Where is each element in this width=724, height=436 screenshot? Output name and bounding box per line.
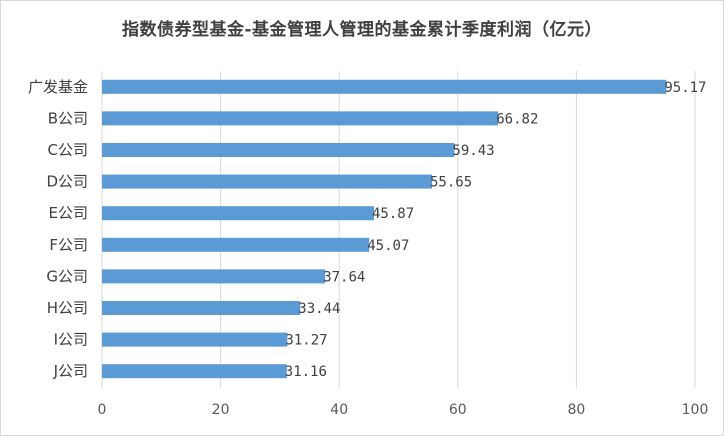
category-labels: 广发基金 B公司 C公司 D公司 E公司 F公司 G公司 H公司 I公司 J公司 — [28, 78, 88, 380]
category-label: E公司 — [49, 204, 88, 222]
category-label: F公司 — [49, 236, 88, 254]
bar-6 — [102, 237, 370, 252]
bar-9 — [102, 332, 288, 347]
bar-8 — [102, 301, 301, 315]
bar-3 — [102, 143, 455, 157]
x-tick-label: 100 — [682, 402, 709, 418]
value-label: 31.16 — [285, 364, 327, 380]
bars — [102, 79, 667, 379]
chart-title: 指数债券型基金-基金管理人管理的基金累计季度利润（亿元） — [121, 20, 603, 40]
value-label: 37.64 — [323, 269, 365, 285]
category-label: H公司 — [47, 299, 88, 317]
bar-7 — [102, 269, 326, 284]
category-label: I公司 — [54, 331, 88, 349]
value-label: 31.27 — [285, 333, 327, 349]
bar-5 — [102, 206, 375, 221]
category-label: 广发基金 — [28, 78, 88, 96]
bar-10 — [102, 364, 287, 379]
bar-1 — [102, 79, 667, 94]
category-label: J公司 — [53, 362, 88, 380]
bar-2 — [102, 111, 499, 126]
value-label: 45.07 — [367, 238, 409, 254]
value-label: 45.87 — [372, 206, 414, 222]
category-label: G公司 — [46, 267, 88, 285]
value-label: 59.43 — [452, 143, 494, 159]
x-tick-label: 40 — [330, 402, 348, 418]
x-tick-label: 60 — [449, 402, 467, 418]
value-label: 66.82 — [496, 111, 538, 127]
bar-4 — [102, 174, 433, 189]
value-label: 95.17 — [664, 80, 706, 96]
value-label: 33.44 — [298, 301, 340, 317]
x-tick-label: 20 — [212, 402, 230, 418]
category-label: C公司 — [48, 141, 88, 159]
x-axis-ticks: 0 20 40 60 80 100 — [98, 402, 709, 418]
x-tick-label: 0 — [98, 402, 107, 418]
category-label: D公司 — [46, 173, 88, 191]
value-label: 55.65 — [430, 175, 472, 191]
x-tick-label: 80 — [567, 402, 585, 418]
category-label: B公司 — [48, 109, 88, 127]
